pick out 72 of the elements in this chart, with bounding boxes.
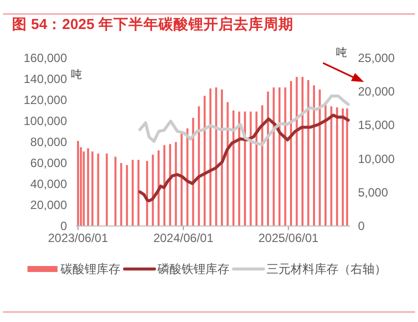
y2-tick-label: 25,000 xyxy=(358,51,396,65)
bar xyxy=(152,154,154,226)
bar xyxy=(278,87,280,226)
x-tick-label: 2024/06/01 xyxy=(153,231,214,245)
bar xyxy=(132,160,134,226)
y-tick-label: 40,000 xyxy=(30,177,68,191)
bar xyxy=(91,151,94,226)
y2-tick-label: 0 xyxy=(358,219,365,233)
y-tick-label: 60,000 xyxy=(30,156,68,170)
bar xyxy=(336,107,338,226)
chart-title: 图 54：2025 年下半年碳酸锂开启去库周期 xyxy=(12,15,294,33)
y-axis-title: 吨 xyxy=(71,68,82,81)
y-tick-label: 160,000 xyxy=(24,51,68,65)
bar xyxy=(296,76,298,226)
bar xyxy=(174,142,177,226)
bar xyxy=(324,102,327,226)
y-tick-label: 20,000 xyxy=(30,198,68,212)
bar xyxy=(226,102,229,226)
y-tick-label: 100,000 xyxy=(24,114,68,128)
bar xyxy=(186,128,188,226)
bar xyxy=(244,112,246,226)
bar xyxy=(158,150,160,226)
bar xyxy=(290,81,292,226)
x-tick-label: 2023/06/01 xyxy=(48,231,108,245)
legend-label: 三元材料库存（右轴） xyxy=(266,262,386,276)
bar xyxy=(238,112,240,226)
bar xyxy=(169,144,172,226)
bar xyxy=(126,165,128,226)
bar xyxy=(318,90,321,226)
bar xyxy=(307,80,310,226)
bar xyxy=(330,106,332,226)
bar xyxy=(342,108,344,226)
bar xyxy=(284,87,286,226)
bar xyxy=(180,134,183,226)
legend-label: 磷酸铁锂库存 xyxy=(156,262,230,276)
y-tick-label: 0 xyxy=(60,219,68,233)
bar xyxy=(82,151,85,226)
bar xyxy=(266,92,269,226)
y-tick-label: 140,000 xyxy=(24,72,68,86)
bar xyxy=(250,112,252,226)
bar xyxy=(261,105,264,226)
bar xyxy=(272,87,275,226)
line-series xyxy=(138,94,350,146)
bar xyxy=(192,118,194,226)
bar xyxy=(209,88,212,226)
line-series xyxy=(138,114,350,202)
bar xyxy=(302,76,304,226)
bar xyxy=(77,140,80,226)
y2-axis-title: 吨 xyxy=(336,46,347,59)
bar xyxy=(313,85,316,226)
bar xyxy=(120,163,122,226)
bar xyxy=(114,156,116,226)
bar xyxy=(346,108,348,226)
bar xyxy=(232,110,234,226)
bar xyxy=(146,160,148,226)
bar xyxy=(97,154,100,226)
bar xyxy=(106,154,108,226)
y2-tick-label: 15,000 xyxy=(358,118,396,132)
x-tick-label: 2025/06/01 xyxy=(258,231,319,245)
bar xyxy=(220,90,223,226)
bar xyxy=(87,148,90,226)
bar xyxy=(137,160,140,226)
legend-label: 碳酸锂库存 xyxy=(60,262,120,276)
y2-tick-label: 20,000 xyxy=(358,84,396,99)
y-tick-label: 120,000 xyxy=(24,93,68,107)
y2-tick-label: 10,000 xyxy=(358,152,396,166)
y2-tick-label: 5,000 xyxy=(358,185,388,200)
bar xyxy=(198,106,200,226)
y-tick-label: 80,000 xyxy=(30,135,68,149)
bar xyxy=(215,87,218,226)
bar xyxy=(204,96,206,226)
bar xyxy=(163,145,166,226)
